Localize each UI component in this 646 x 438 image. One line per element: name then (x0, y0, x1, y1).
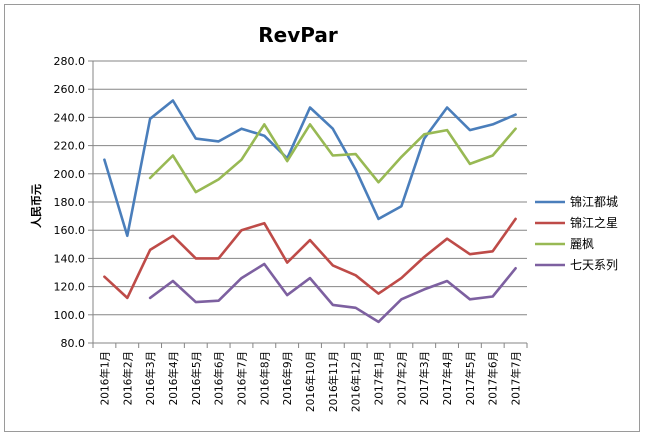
x-tick-label: 2016年4月 (167, 351, 180, 405)
x-tick-label: 2017年4月 (441, 351, 454, 405)
legend-label-3: 七天系列 (570, 258, 618, 272)
axes (88, 60, 528, 348)
x-tick-label: 2016年6月 (213, 351, 226, 405)
y-tick-label: 80.0 (61, 337, 86, 350)
legend-label-2: 麗枫 (570, 236, 594, 251)
x-tick-label: 2016年1月 (98, 351, 111, 405)
x-tick-label: 2016年9月 (281, 351, 294, 405)
y-tick-label: 280.0 (54, 55, 86, 68)
x-tick-label: 2017年6月 (487, 351, 500, 405)
x-tick-label: 2017年1月 (373, 351, 386, 405)
line-chart: RevPar 人民币元 80.0 100.0 120.0 140.0 160.0 180.… (29, 23, 618, 412)
x-tick-label: 2016年2月 (121, 351, 134, 405)
y-tick-label: 140.0 (54, 252, 86, 265)
x-tick-label: 2017年3月 (418, 351, 431, 405)
legend-label-0: 锦江都城 (570, 195, 618, 209)
chart-title: RevPar (258, 23, 338, 47)
x-tick-label: 2017年7月 (510, 351, 523, 405)
series-line-3 (148, 262, 517, 324)
series-line-2 (148, 123, 517, 194)
x-tick-label: 2017年2月 (395, 351, 408, 405)
y-tick-label: 180.0 (54, 196, 86, 209)
y-axis-label: 人民币元 (29, 184, 43, 228)
x-tick-label: 2016年7月 (235, 351, 248, 405)
series-lines (103, 99, 517, 324)
x-tick-label: 2016年10月 (304, 351, 317, 412)
x-tick-label: 2017年5月 (464, 351, 477, 405)
y-tick-label: 240.0 (54, 111, 86, 124)
y-tick-label: 200.0 (54, 168, 86, 181)
x-tick-label: 2016年8月 (258, 351, 271, 405)
gridlines (93, 60, 527, 344)
x-tick-label: 2016年12月 (350, 351, 363, 412)
y-tick-label: 120.0 (54, 281, 86, 294)
x-axis-ticks: 2016年1月 2016年2月 2016年3月 2016年4月 2016年5月 2016年… (98, 351, 522, 412)
series-line-0 (103, 99, 517, 238)
y-tick-label: 100.0 (54, 309, 86, 322)
y-tick-label: 220.0 (54, 140, 86, 153)
x-tick-label: 2016年5月 (190, 351, 203, 405)
y-tick-label: 260.0 (54, 83, 86, 96)
legend-label-1: 锦江之星 (570, 216, 618, 230)
x-tick-label: 2016年11月 (327, 351, 340, 412)
x-tick-label: 2016年3月 (144, 351, 157, 405)
y-axis-ticks: 80.0 100.0 120.0 140.0 160.0 180.0 200.0 220.0 2… (54, 55, 86, 350)
y-tick-label: 160.0 (54, 224, 86, 237)
chart-frame: RevPar 人民币元 80.0 100.0 120.0 140.0 160.0 180.… (4, 4, 640, 432)
series-line-1 (103, 217, 517, 300)
